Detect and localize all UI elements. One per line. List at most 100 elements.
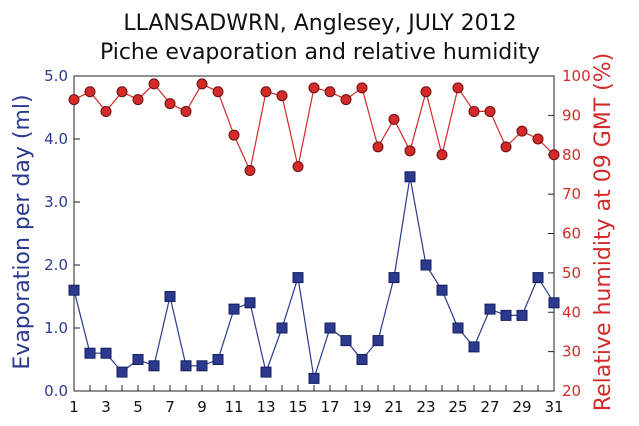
y-left-tick-label: 2.0: [44, 256, 68, 274]
series-1-line: [73, 176, 555, 379]
series-1-point: [420, 259, 432, 271]
y-left-tick-label: 5.0: [44, 67, 68, 85]
series-1-point: [548, 297, 560, 309]
series-1-point: [244, 297, 256, 309]
series-1-point: [100, 347, 112, 359]
series-1-point: [372, 335, 384, 347]
y-left-tick-label: 1.0: [44, 319, 68, 337]
series-1-point: [308, 372, 320, 384]
x-tick-label: 19: [352, 398, 371, 416]
x-tick-label: 29: [512, 398, 531, 416]
series-2-point: [548, 149, 560, 161]
x-tick-label: 3: [101, 398, 111, 416]
x-axis: 1 3 5 7 9 11 13 15 17 19 21 23 25 27 29 31: [69, 385, 564, 416]
series-2-point: [100, 105, 112, 117]
series-1-point: [452, 322, 464, 334]
series-1-point: [404, 171, 416, 183]
series-1-point: [468, 341, 480, 353]
series-2-point: [132, 94, 144, 106]
y-right-tick-label: 30: [562, 343, 581, 361]
x-tick-label: 21: [384, 398, 403, 416]
series-2-point: [324, 86, 336, 98]
series-2-point: [180, 105, 192, 117]
series-2-point: [420, 86, 432, 98]
series-2-point: [340, 94, 352, 106]
series-2-point: [212, 86, 224, 98]
y-right-tick-label: 80: [562, 146, 581, 164]
x-tick-label: 9: [197, 398, 207, 416]
series-2-point: [244, 165, 256, 176]
x-tick-label: 13: [256, 398, 275, 416]
series-2-point: [148, 78, 160, 90]
series-2-point: [68, 94, 80, 106]
series-2-point: [164, 98, 176, 110]
series-2-point: [516, 125, 528, 137]
series-2-point: [356, 82, 368, 94]
y-right-tick-label: 70: [562, 185, 581, 203]
series-2-point: [500, 141, 512, 153]
y-left-tick-label: 3.0: [44, 193, 68, 211]
y-right-axis-label: Relative humidity at 09 GMT (%): [591, 53, 616, 411]
series-1-point: [212, 354, 224, 365]
series-2-point: [84, 86, 96, 98]
series-2-point: [276, 90, 288, 102]
series-1-point: [388, 272, 400, 284]
series-1-point: [148, 360, 160, 372]
series-2-point: [116, 86, 128, 98]
series-2-point: [532, 133, 544, 145]
x-tick-label: 27: [480, 398, 499, 416]
series-1-point: [500, 309, 512, 321]
series-2-point: [468, 105, 480, 117]
x-tick-label: 1: [69, 398, 79, 416]
series-1-point: [260, 366, 272, 378]
series-1-point: [84, 347, 96, 359]
x-tick-label: 15: [288, 398, 307, 416]
series-1-point: [68, 284, 80, 296]
series-1-point: [228, 303, 240, 315]
y-left-tick-label: 4.0: [44, 130, 68, 148]
series-1-point: [164, 291, 176, 302]
y-right-tick-label: 20: [562, 382, 581, 400]
x-tick-label: 25: [448, 398, 467, 416]
x-tick-label: 31: [544, 398, 563, 416]
series-1-point: [292, 272, 304, 284]
plot-border: [73, 75, 555, 392]
plot-frame: [73, 75, 555, 392]
chart-title: LLANSADWRN, Anglesey, JULY 2012: [123, 11, 516, 36]
chart-subtitle: Piche evaporation and relative humidity: [100, 40, 540, 65]
series-1-point: [180, 360, 192, 372]
y-left-axis: 0.0 1.0 2.0 3.0 4.0 5.0: [44, 67, 80, 400]
series-2-point: [196, 78, 208, 90]
series-2-point: [484, 105, 496, 117]
series-1-point: [484, 303, 496, 315]
series-1-point: [340, 335, 352, 347]
y-right-tick-label: 60: [562, 225, 581, 243]
y-left-axis-label: Evaporation per day (ml): [10, 94, 35, 369]
x-tick-label: 11: [224, 398, 243, 416]
series-layer: [68, 78, 560, 384]
series-2-point: [372, 141, 384, 153]
series-2-line: [73, 83, 555, 173]
series-1-point: [132, 354, 144, 365]
y-right-tick-label: 50: [562, 264, 581, 282]
x-tick-label: 17: [320, 398, 339, 416]
series-2-point: [388, 113, 400, 125]
y-right-tick-label: 40: [562, 303, 581, 321]
series-1-point: [436, 284, 448, 296]
series-1-point: [516, 309, 528, 321]
series-2-point: [452, 82, 464, 94]
x-tick-label: 23: [416, 398, 435, 416]
series-1-point: [356, 354, 368, 365]
series-2-point: [292, 161, 304, 173]
x-tick-label: 7: [165, 398, 175, 416]
series-2-point: [404, 145, 416, 157]
series-1-point: [324, 322, 336, 334]
series-2-point: [436, 149, 448, 161]
y-left-tick-label: 0.0: [44, 382, 68, 400]
y-right-tick-label: 90: [562, 106, 581, 124]
series-1-point: [196, 360, 208, 372]
series-1-point: [532, 272, 544, 284]
series-2-point: [260, 86, 272, 98]
